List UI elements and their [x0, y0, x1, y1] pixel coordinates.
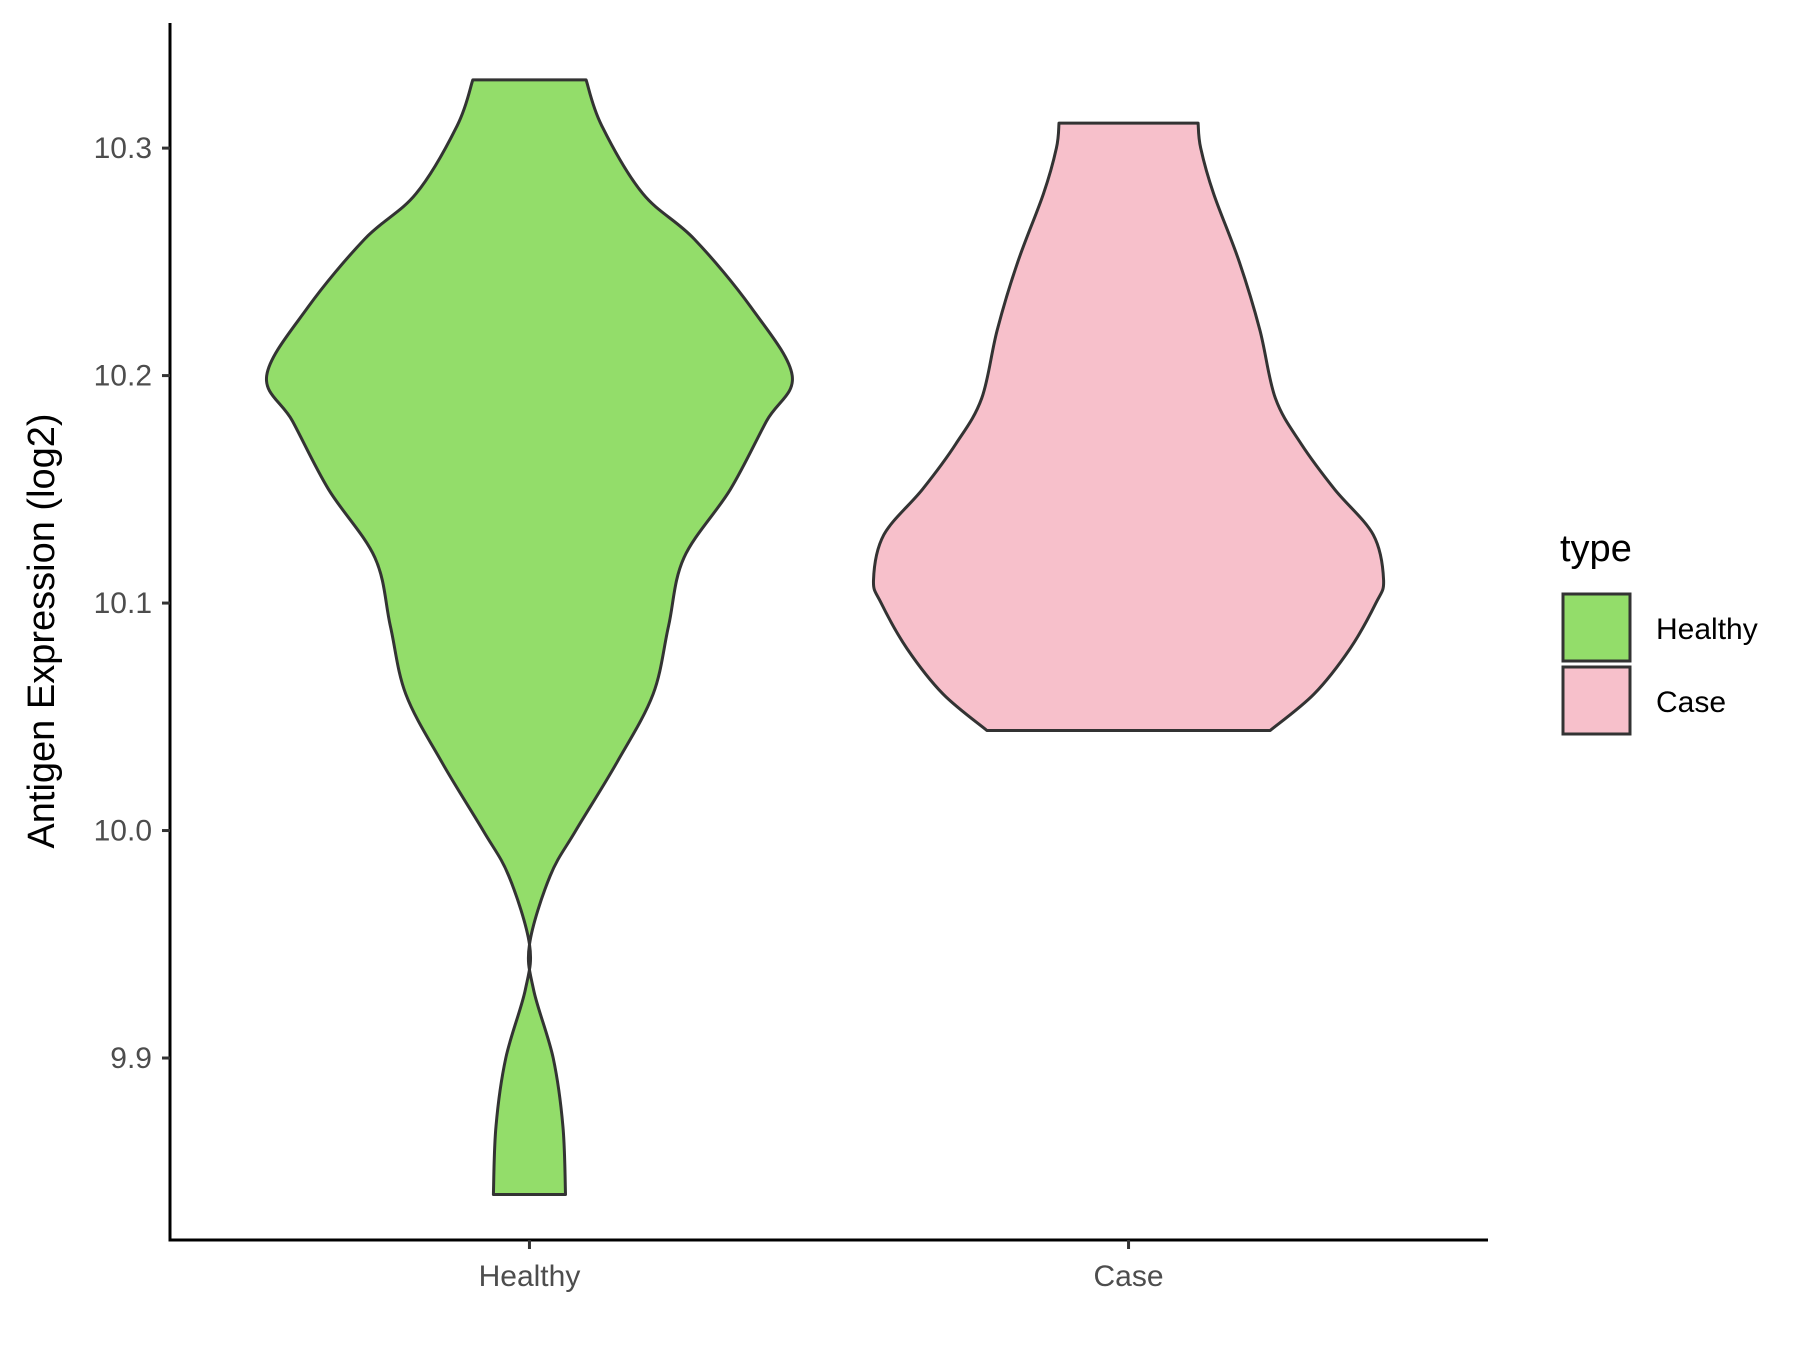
legend-label-healthy: Healthy [1656, 613, 1758, 646]
y-tick-label: 9.9 [110, 1042, 152, 1075]
x-ticks: Healthy Case [479, 1240, 1164, 1293]
violins-layer [265, 78, 1386, 1196]
violin-healthy [265, 78, 794, 1196]
legend-title: type [1560, 528, 1632, 570]
x-tick-label-healthy: Healthy [479, 1260, 581, 1293]
legend: type Healthy Case [1560, 528, 1758, 736]
legend-label-case: Case [1656, 686, 1726, 719]
y-ticks: 9.9 10.0 10.1 10.2 10.3 [94, 132, 170, 1075]
y-axis-title: Antigen Expression (log2) [21, 413, 63, 848]
y-tick-label: 10.1 [94, 587, 152, 620]
legend-key-healthy [1561, 592, 1632, 663]
axes-layer [168, 23, 1488, 1242]
y-tick-label: 10.0 [94, 815, 152, 848]
violin-case [871, 121, 1386, 732]
y-tick-label: 10.2 [94, 360, 152, 393]
legend-key-case [1561, 665, 1632, 736]
legend-items: Healthy Case [1561, 592, 1758, 736]
y-tick-label: 10.3 [94, 132, 152, 165]
x-tick-label-case: Case [1094, 1260, 1164, 1293]
